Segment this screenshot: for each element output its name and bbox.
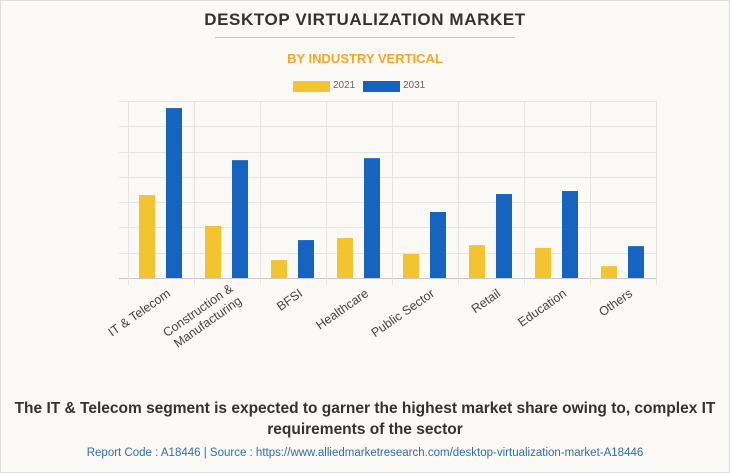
- bar-2021-construction-manufacturing[interactable]: [205, 225, 221, 278]
- x-tick-label: Construction &Manufacturing: [160, 281, 244, 352]
- bar-2031-it-telecom[interactable]: [166, 108, 182, 278]
- x-tick-label-line: BFSI: [274, 286, 305, 313]
- bar-2031-construction-manufacturing[interactable]: [232, 160, 248, 278]
- bar-2031-retail[interactable]: [496, 194, 512, 278]
- title-divider: [215, 37, 515, 38]
- bar-2021-others[interactable]: [601, 266, 617, 278]
- chart-caption: The IT & Telecom segment is expected to …: [14, 400, 716, 438]
- x-tick-label-line: Public Sector: [369, 286, 437, 340]
- legend-label-2031: 2031: [403, 80, 426, 91]
- bar-2031-bfsi[interactable]: [298, 240, 314, 278]
- x-tick-label: Others: [596, 286, 635, 319]
- legend-swatch-2031: [363, 81, 400, 92]
- source-line[interactable]: Report Code : A18446 | Source : https://…: [86, 447, 644, 459]
- bar-2031-healthcare[interactable]: [364, 158, 380, 278]
- chart-subtitle: BY INDUSTRY VERTICAL: [287, 51, 443, 66]
- x-tick-label-line: Others: [596, 286, 635, 319]
- x-tick-label: BFSI: [274, 286, 305, 313]
- bar-2031-public-sector[interactable]: [430, 212, 446, 278]
- bar-2031-others[interactable]: [628, 246, 644, 278]
- legend-item-2021[interactable]: 2021: [293, 80, 363, 93]
- legend-item-2031[interactable]: 2031: [363, 80, 433, 93]
- x-tick-label: Retail: [469, 286, 503, 316]
- x-tick-label: Healthcare: [313, 286, 371, 332]
- chart-title: DESKTOP VIRTUALIZATION MARKET: [204, 10, 526, 29]
- legend-label-2021: 2021: [333, 80, 356, 91]
- bar-2021-public-sector[interactable]: [403, 253, 419, 278]
- x-tick-label-line: Retail: [469, 286, 503, 316]
- x-tick-label-line: Healthcare: [313, 286, 371, 332]
- x-tick-label: Education: [515, 286, 569, 329]
- bar-2021-bfsi[interactable]: [271, 260, 287, 278]
- x-tick-label: Public Sector: [369, 286, 437, 340]
- x-tick-label-line: Education: [515, 286, 569, 329]
- bar-2021-healthcare[interactable]: [337, 238, 353, 278]
- legend-swatch-2021: [293, 81, 330, 92]
- bar-2021-it-telecom[interactable]: [139, 195, 155, 278]
- bar-2021-education[interactable]: [535, 247, 551, 278]
- bars: [139, 108, 644, 278]
- bar-2021-retail[interactable]: [469, 245, 485, 278]
- bar-2031-education[interactable]: [562, 191, 578, 278]
